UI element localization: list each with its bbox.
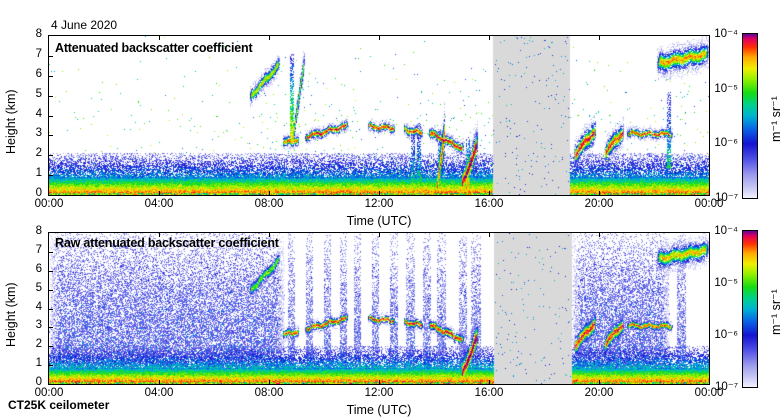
colorbar-tick-label: 10⁻⁵	[714, 82, 738, 95]
x-tick-label: 04:00	[144, 387, 174, 399]
x-tick-mark	[269, 35, 270, 40]
x-tick-mark	[489, 191, 490, 196]
colorbar-tick-label: 10⁻⁴	[714, 28, 738, 40]
instrument-label: CT25K ceilometer	[8, 398, 110, 412]
plot-title-raw-attenuated-backscatter: Raw attenuated backscatter coefficient	[55, 236, 279, 250]
plot-area-attenuated-backscatter[interactable]	[48, 35, 710, 196]
x-tick-mark	[159, 232, 160, 237]
y-tick-label: 4	[35, 300, 42, 313]
x-tick-label: 08:00	[254, 387, 284, 399]
y-tick-mark	[48, 135, 53, 136]
x-tick-mark	[489, 232, 490, 237]
x-tick-mark	[269, 380, 270, 385]
x-tick-label: 00:00	[34, 198, 64, 210]
colorbar-tick-label: 10⁻⁷	[714, 381, 738, 393]
y-tick-mark	[48, 76, 53, 77]
colorbar-unit-0: m⁻¹ sr⁻¹	[769, 96, 780, 142]
colorbar-tick-label: 10⁻⁵	[714, 277, 738, 289]
y-tick-label: 1	[35, 167, 42, 180]
colorbar-1	[742, 230, 758, 388]
x-tick-label: 00:00	[694, 387, 724, 399]
y-tick-label: 2	[35, 338, 42, 351]
y-tick-mark	[48, 56, 53, 57]
y-tick-label: 3	[35, 127, 42, 140]
y-tick-label: 0	[35, 376, 42, 388]
y-tick-label: 8	[35, 225, 42, 237]
backscatter-image-0	[49, 36, 709, 195]
plot-area-raw-attenuated-backscatter[interactable]	[48, 232, 710, 385]
x-tick-label: 20:00	[584, 387, 614, 399]
colorbar-gradient-0	[743, 34, 757, 198]
x-tick-label: 16:00	[474, 198, 504, 210]
y-tick-label: 7	[35, 47, 42, 60]
x-axis-title-1: Time (UTC)	[346, 403, 412, 417]
plot-title-attenuated-backscatter: Attenuated backscatter coefficient	[55, 41, 253, 55]
y-axis-title-0: Height (km)	[4, 88, 18, 154]
x-tick-mark	[269, 232, 270, 237]
y-tick-label: 8	[35, 28, 42, 40]
y-tick-label: 6	[35, 262, 42, 275]
colorbar-tick-label: 10⁻⁶	[714, 137, 738, 150]
y-tick-mark	[48, 309, 53, 310]
y-tick-mark	[48, 252, 53, 253]
x-tick-mark	[379, 380, 380, 385]
x-tick-mark	[599, 380, 600, 385]
colorbar-tick-label: 10⁻⁶	[714, 329, 738, 341]
x-tick-label: 00:00	[34, 387, 64, 399]
y-tick-mark	[48, 327, 53, 328]
y-tick-mark	[48, 96, 53, 97]
y-tick-label: 2	[35, 147, 42, 160]
y-tick-label: 6	[35, 67, 42, 80]
x-tick-mark	[379, 191, 380, 196]
y-tick-label: 1	[35, 357, 42, 370]
date-label: 4 June 2020	[51, 18, 118, 32]
y-tick-mark	[48, 290, 53, 291]
x-tick-label: 00:00	[694, 198, 724, 210]
x-tick-mark	[379, 35, 380, 40]
y-tick-mark	[48, 175, 53, 176]
y-tick-mark	[48, 155, 53, 156]
y-tick-label: 7	[35, 243, 42, 256]
x-tick-mark	[269, 191, 270, 196]
x-tick-label: 12:00	[364, 198, 394, 210]
x-tick-mark	[159, 35, 160, 40]
x-tick-label: 04:00	[144, 198, 174, 210]
x-tick-label: 12:00	[364, 387, 394, 399]
x-tick-mark	[379, 232, 380, 237]
x-tick-mark	[599, 232, 600, 237]
y-tick-label: 0	[35, 187, 42, 199]
x-tick-mark	[599, 191, 600, 196]
colorbar-tick-label: 10⁻⁴	[714, 225, 738, 237]
y-tick-label: 5	[35, 87, 42, 100]
y-tick-mark	[48, 116, 53, 117]
backscatter-image-1	[49, 233, 709, 384]
x-tick-mark	[159, 191, 160, 196]
colorbar-gradient-1	[743, 231, 757, 387]
y-tick-mark	[48, 346, 53, 347]
colorbar-0	[742, 33, 758, 199]
y-tick-label: 4	[35, 107, 42, 120]
y-axis-title-1: Height (km)	[4, 281, 18, 347]
x-tick-mark	[489, 35, 490, 40]
x-tick-mark	[489, 380, 490, 385]
colorbar-unit-1: m⁻¹ sr⁻¹	[769, 289, 780, 335]
x-axis-title-0: Time (UTC)	[346, 214, 412, 228]
x-tick-label: 16:00	[474, 387, 504, 399]
x-tick-label: 20:00	[584, 198, 614, 210]
y-tick-label: 3	[35, 319, 42, 332]
x-tick-label: 08:00	[254, 198, 284, 210]
y-tick-mark	[48, 365, 53, 366]
x-tick-mark	[599, 35, 600, 40]
x-tick-mark	[159, 380, 160, 385]
y-tick-mark	[48, 271, 53, 272]
colorbar-tick-label: 10⁻⁷	[714, 192, 738, 204]
y-tick-label: 5	[35, 281, 42, 294]
